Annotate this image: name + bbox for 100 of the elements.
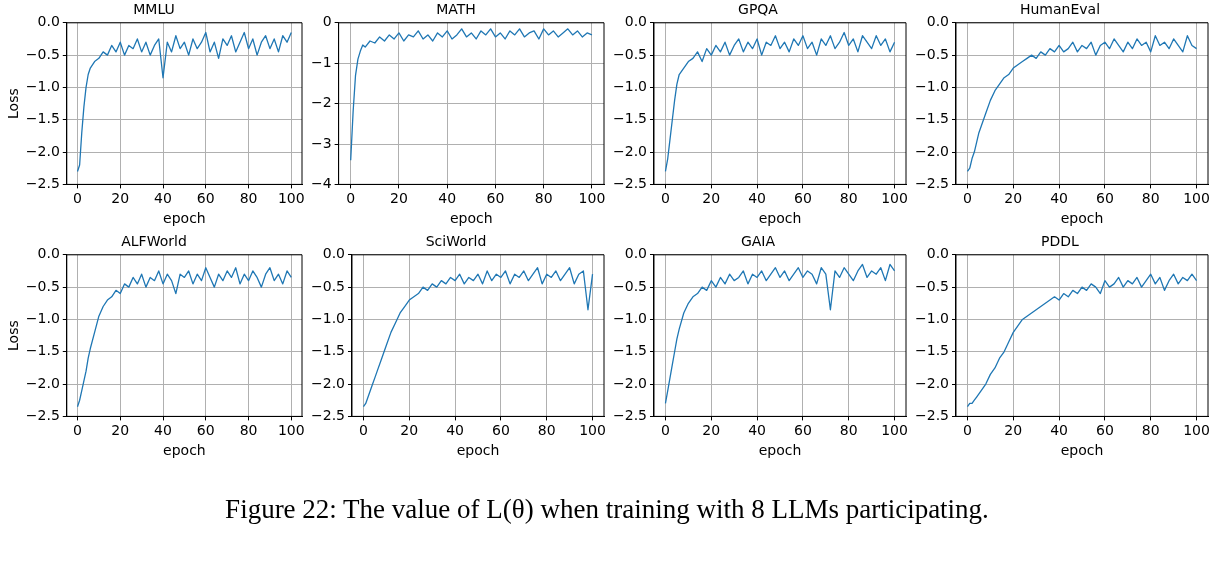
y-tick-label: −2 [311, 94, 332, 111]
x-tick-label: 0 [73, 190, 82, 207]
y-tick-label: −4 [311, 175, 332, 192]
x-tick-label: 0 [660, 422, 670, 439]
x-tick-label: 40 [438, 190, 457, 207]
x-tick-label: 20 [400, 422, 419, 439]
y-tick-label: −1.0 [915, 78, 949, 95]
x-tick-label: 100 [277, 422, 305, 439]
x-tick-label: 20 [702, 190, 721, 207]
chart-title: HumanEval [1019, 1, 1101, 18]
y-tick-label: −2.0 [25, 374, 60, 391]
y-tick-label: −1.0 [25, 310, 60, 327]
y-tick-label: −2.0 [613, 374, 647, 391]
x-tick-label: 100 [277, 190, 305, 207]
x-tick-label: 40 [748, 190, 766, 207]
x-tick-label: 80 [239, 190, 258, 207]
y-tick-label: 0.0 [37, 13, 60, 30]
x-tick-label: 80 [839, 190, 858, 207]
x-axis-title: epoch [456, 442, 500, 459]
chart-title: MATH [436, 1, 476, 18]
x-axis-title: epoch [758, 442, 802, 459]
x-tick-label: 0 [73, 422, 82, 439]
x-axis-title: epoch [450, 210, 493, 227]
chart-title: PDDL [1041, 233, 1080, 250]
y-tick-label: 0.0 [926, 245, 949, 262]
y-tick-label: −0.5 [915, 277, 949, 294]
y-tick-label: −2.5 [25, 407, 60, 424]
y-tick-label: −2.0 [915, 142, 949, 159]
x-tick-label: 100 [578, 190, 606, 207]
caption: Figure 22: The value of L(θ) when training with 8 LLMs participating. [224, 494, 990, 525]
x-tick-label: 40 [748, 422, 766, 439]
y-tick-label: 0 [322, 13, 332, 30]
y-tick-label: −1 [311, 53, 332, 70]
y-tick-label: 0.0 [624, 245, 647, 262]
y-tick-label: −1.5 [25, 342, 60, 359]
y-tick-label: −0.5 [25, 277, 60, 294]
x-tick-label: 100 [1183, 190, 1210, 207]
y-tick-label: 0.0 [37, 245, 60, 262]
x-tick-label: 60 [196, 422, 215, 439]
x-axis-title: epoch [1060, 210, 1104, 227]
y-tick-label: −1.5 [25, 110, 60, 127]
chart-title: GAIA [740, 233, 776, 250]
x-tick-label: 20 [111, 422, 130, 439]
y-tick-label: −0.5 [613, 45, 647, 62]
x-tick-label: 80 [1141, 422, 1160, 439]
y-tick-label: 0.0 [926, 13, 949, 30]
y-tick-label: −2.0 [311, 374, 345, 391]
x-tick-label: 60 [486, 190, 505, 207]
x-tick-label: 40 [446, 422, 464, 439]
x-tick-label: 100 [881, 190, 908, 207]
y-tick-label: −1.0 [613, 78, 647, 95]
y-tick-label: −1.0 [613, 310, 647, 327]
x-axis-title: epoch [163, 210, 206, 227]
x-tick-label: 20 [702, 422, 721, 439]
y-tick-label: −1.5 [915, 110, 949, 127]
y-tick-label: −1.0 [915, 310, 949, 327]
x-tick-label: 20 [1004, 422, 1023, 439]
y-tick-label: −2.0 [25, 142, 60, 159]
x-axis-title: epoch [1060, 442, 1104, 459]
x-tick-label: 60 [1095, 422, 1114, 439]
y-tick-label: −0.5 [613, 277, 647, 294]
x-tick-label: 0 [660, 190, 670, 207]
y-tick-label: −3 [311, 134, 332, 151]
x-tick-label: 80 [839, 422, 858, 439]
x-tick-label: 40 [1050, 190, 1068, 207]
x-tick-label: 20 [390, 190, 408, 207]
y-tick-label: 0.0 [322, 245, 345, 262]
y-tick-label: −2.5 [613, 175, 647, 192]
x-tick-label: 100 [1183, 422, 1210, 439]
x-tick-label: 80 [534, 190, 553, 207]
x-tick-label: 60 [793, 190, 812, 207]
y-tick-label: 0.0 [624, 13, 647, 30]
y-tick-label: −1.5 [311, 342, 345, 359]
x-tick-label: 20 [111, 190, 130, 207]
x-tick-label: 100 [881, 422, 908, 439]
x-tick-label: 60 [491, 422, 510, 439]
y-tick-label: −1.0 [25, 78, 60, 95]
x-tick-label: 0 [346, 190, 356, 207]
x-tick-label: 20 [1004, 190, 1023, 207]
y-axis-title: Loss [5, 88, 22, 119]
chart-title: ALFWorld [121, 233, 187, 250]
y-tick-label: −2.0 [613, 142, 647, 159]
x-tick-label: 80 [537, 422, 556, 439]
y-tick-label: −2.5 [613, 407, 647, 424]
chart-title: GPQA [738, 1, 779, 18]
y-tick-label: −2.5 [915, 175, 949, 192]
y-tick-label: −2.5 [25, 175, 60, 192]
y-tick-label: −0.5 [311, 277, 345, 294]
chart-title: MMLU [133, 1, 175, 18]
x-axis-title: epoch [163, 442, 206, 459]
y-tick-label: −1.5 [613, 342, 647, 359]
y-tick-label: −0.5 [25, 45, 60, 62]
y-tick-label: −0.5 [915, 45, 949, 62]
x-tick-label: 0 [962, 190, 972, 207]
x-tick-label: 40 [1050, 422, 1068, 439]
chart-title: SciWorld [425, 233, 487, 250]
y-tick-label: −2.0 [915, 374, 949, 391]
x-tick-label: 80 [1141, 190, 1160, 207]
x-tick-label: 80 [239, 422, 258, 439]
x-tick-label: 0 [358, 422, 368, 439]
